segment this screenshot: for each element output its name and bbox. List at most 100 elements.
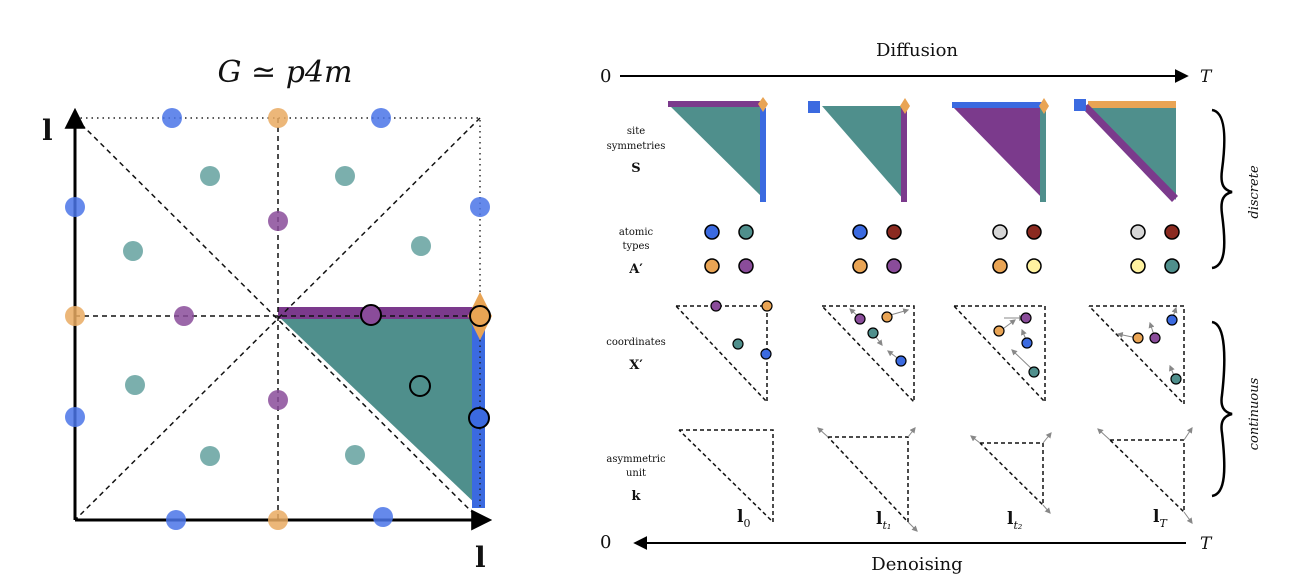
atom-blue: [166, 510, 186, 530]
coordinates-t2: [953, 305, 1046, 404]
atom-orange: [65, 306, 85, 326]
site-symmetries-tT: [1074, 99, 1178, 202]
diffusion-label: Diffusion: [876, 40, 958, 61]
coord-atom-purple: [1020, 312, 1032, 324]
corner-square-blue: [1074, 99, 1086, 111]
orange-diamond-marker: [900, 98, 910, 114]
atom-type-swatch: [852, 258, 868, 274]
right-panel: Diffusion 0 T 0 T Denoising site symmetr…: [600, 40, 1262, 575]
row-symbol: X′: [629, 358, 643, 373]
coord-atom-orange: [881, 311, 893, 323]
edge-bar-blue: [952, 102, 1042, 108]
atomic-types-grid: [704, 224, 1180, 274]
coord-atom-blue: [895, 355, 907, 367]
orange-diamond-marker: [758, 97, 768, 112]
row-label-line: unit: [626, 468, 646, 479]
coord-atom-blue: [1166, 314, 1178, 326]
y-axis-label: l: [42, 114, 53, 147]
coordinates-t1: [821, 305, 915, 404]
atom-type-swatch: [1026, 258, 1042, 274]
atom-teal: [411, 236, 431, 256]
orange-diamond-marker: [1039, 98, 1049, 114]
coord-atom-blue: [1021, 337, 1033, 349]
row-label-line: site: [627, 126, 645, 137]
row-label-line: asymmetric: [606, 454, 666, 465]
atom-purple-outlined: [360, 304, 382, 326]
lattice-label-t1: lt₁: [876, 509, 891, 532]
lattice-label-t2: lt₂: [1007, 509, 1022, 532]
denoising-label: Denoising: [871, 554, 962, 575]
coord-atom-purple: [1149, 332, 1161, 344]
asym-unit-t2-arrows: [970, 432, 1052, 514]
row-label-line: coordinates: [606, 337, 666, 348]
row-symbol: k: [631, 489, 641, 504]
atom-blue: [65, 197, 85, 217]
brace-label-continuous: continuous: [1247, 377, 1262, 450]
site-symmetries-t2: [952, 98, 1049, 202]
atom-type-swatch: [992, 224, 1008, 240]
site-triangle-purple: [952, 106, 1044, 200]
lattice-atoms: [65, 108, 490, 530]
atom-teal: [123, 241, 143, 261]
atom-purple: [268, 211, 288, 231]
asym-unit-tT: [1109, 439, 1185, 514]
time-start-bottom: 0: [600, 532, 611, 553]
atom-blue: [162, 108, 182, 128]
time-end-top: T: [1200, 67, 1213, 87]
asym-unit-t0: [678, 429, 774, 524]
atom-teal: [335, 166, 355, 186]
edge-bar-purple-diagonal: [1082, 104, 1178, 202]
lattice-sub-t1: t₁: [882, 519, 891, 532]
row-label-asymmetric-unit: asymmetric unit k: [606, 454, 666, 504]
atom-orange-outlined: [469, 305, 491, 327]
time-start-top: 0: [600, 66, 611, 87]
row-symbol: S: [631, 161, 640, 176]
asymmetric-atoms: [360, 292, 492, 429]
atom-type-swatch: [1164, 224, 1180, 240]
atom-type-swatch: [1026, 224, 1042, 240]
row-label-coordinates: coordinates X′: [606, 337, 666, 373]
site-symmetries-t1: [808, 98, 910, 202]
atom-type-swatch: [1164, 258, 1180, 274]
row-label-atomic-types: atomic types A′: [619, 227, 654, 277]
brace-discrete: [1211, 108, 1233, 270]
coord-atom-teal: [1170, 373, 1182, 385]
atom-teal: [200, 446, 220, 466]
atom-teal: [200, 166, 220, 186]
atom-type-swatch: [852, 224, 868, 240]
lattice-base-t2: l: [1007, 509, 1014, 529]
lattice-label-T: lT: [1153, 507, 1168, 530]
site-symmetries-t0: [668, 97, 768, 202]
coord-atom-purple: [710, 300, 722, 312]
atom-blue: [470, 197, 490, 217]
atom-teal: [125, 375, 145, 395]
coordinates-tT: [1088, 305, 1185, 406]
atom-blue: [65, 407, 85, 427]
coord-atom-teal: [732, 338, 744, 350]
row-symbol: A′: [628, 262, 643, 277]
lattice-base-t1: l: [876, 509, 883, 529]
row-label-line: types: [622, 241, 649, 252]
atom-orange: [268, 510, 288, 530]
atom-teal: [345, 445, 365, 465]
coord-atom-blue: [760, 348, 772, 360]
edge-bar-blue: [760, 108, 766, 202]
lattice-sub-0: 0: [743, 517, 750, 530]
row-label-line: symmetries: [607, 141, 666, 152]
coord-atom-teal: [867, 327, 879, 339]
x-axis-label: l: [475, 541, 486, 574]
atom-type-swatch: [992, 258, 1008, 274]
lattice-sub-t2: t₂: [1013, 519, 1022, 532]
atom-type-swatch: [886, 258, 902, 274]
coord-atom-teal: [1028, 366, 1040, 378]
atom-purple: [268, 390, 288, 410]
atom-purple: [174, 306, 194, 326]
coord-atom-orange: [761, 300, 773, 312]
atom-type-swatch: [738, 224, 754, 240]
lattice-label-0: l0: [737, 507, 750, 530]
asymmetric-unit-triangle: [278, 316, 480, 508]
atom-orange: [268, 108, 288, 128]
row-label-site-symmetries: site symmetries S: [607, 126, 666, 176]
brace-label-discrete: discrete: [1247, 165, 1262, 219]
